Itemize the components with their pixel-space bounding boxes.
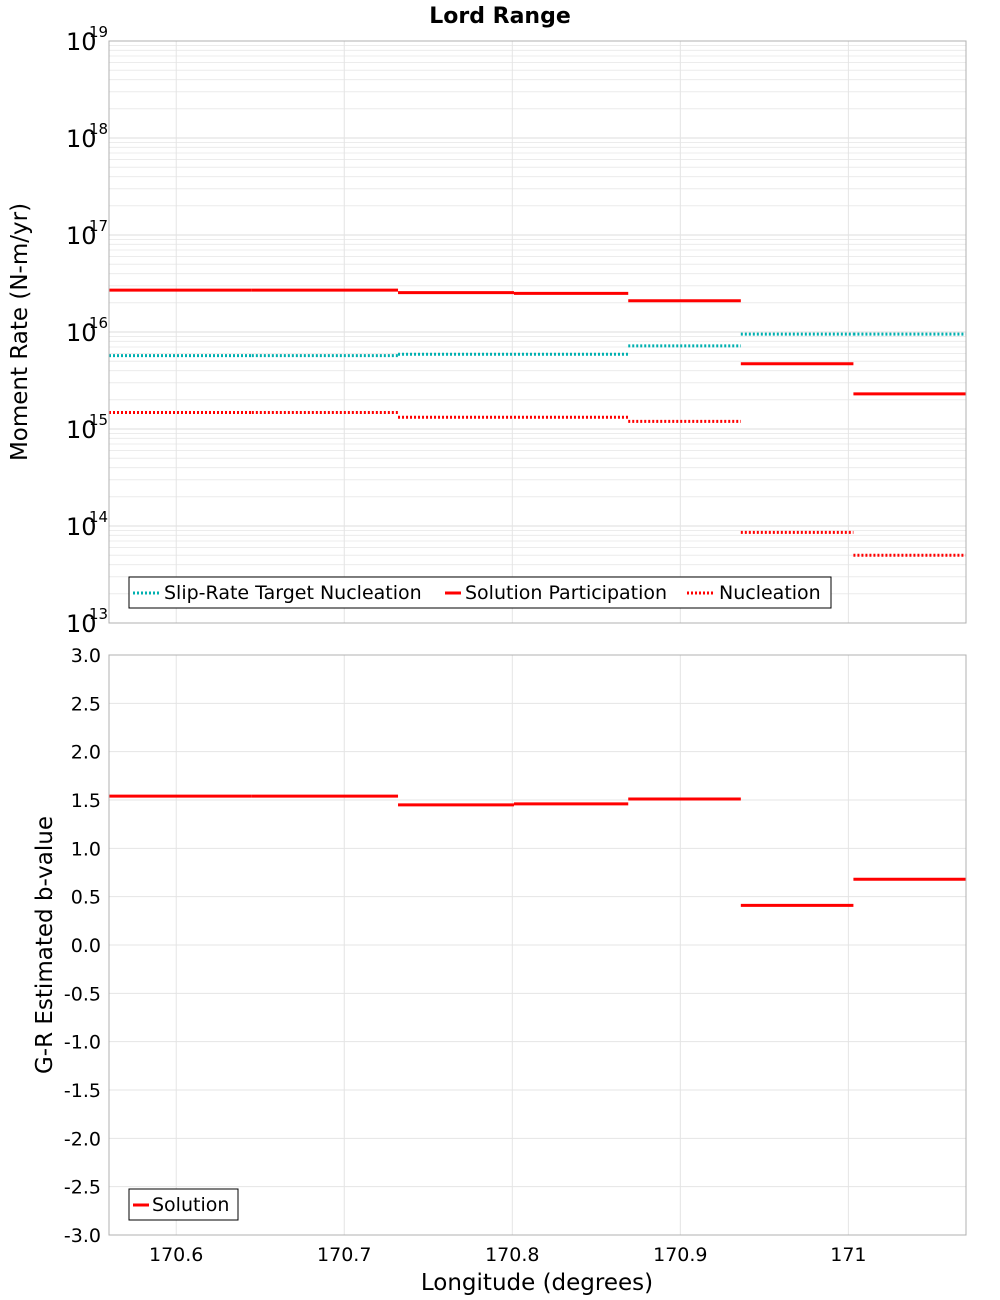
x-tick-label: 170.7 xyxy=(317,1244,371,1266)
bottom-y-tick-label: -1.0 xyxy=(64,1032,101,1054)
top-series-group xyxy=(109,288,966,557)
top-y-axis-label: Moment Rate (N-m/yr) xyxy=(7,203,33,461)
bottom-y-tick-labels: -3.0 -2.5 -2.0 -1.5 -1.0 -0.5 0.0 0.5 1.0 1.5 2.0 2… xyxy=(64,645,101,1247)
top-y-tick-base: 10 xyxy=(66,610,97,638)
top-y-tick-exponent: 13 xyxy=(89,605,108,623)
legend-label-solution-participation: Solution Participation xyxy=(465,582,667,604)
top-legend-box xyxy=(128,576,832,609)
top-y-tick-base: 10 xyxy=(66,416,97,444)
bottom-y-tick-label: 0.5 xyxy=(71,887,101,909)
x-axis-label: Longitude (degrees) xyxy=(421,1270,653,1296)
bottom-series-group xyxy=(109,794,966,907)
bottom-y-tick-label: 1.0 xyxy=(71,838,101,860)
top-plot-border xyxy=(108,40,967,624)
x-tick-label: 170.9 xyxy=(653,1244,707,1266)
top-y-tick-base: 10 xyxy=(66,513,97,541)
x-tick-label: 170.6 xyxy=(149,1244,203,1266)
x-tick-labels: 170.6 170.7 170.8 170.9 171 xyxy=(149,1244,866,1266)
bottom-y-tick-label: -2.0 xyxy=(64,1128,101,1150)
bottom-y-tick-label: 0.0 xyxy=(71,935,101,957)
x-tick-label: 171 xyxy=(830,1244,866,1266)
top-y-tick-exponent: 19 xyxy=(89,23,108,41)
chart-title: Lord Range xyxy=(429,4,571,29)
top-y-tick-base: 10 xyxy=(66,222,97,250)
top-y-tick-exponent: 17 xyxy=(89,217,108,235)
bottom-y-axis-label: G-R Estimated b-value xyxy=(32,816,58,1074)
top-y-tick-base: 10 xyxy=(66,28,97,56)
top-y-tick-base: 10 xyxy=(66,319,97,347)
bottom-y-tick-label: 2.5 xyxy=(71,693,101,715)
bottom-y-tick-label: -3.0 xyxy=(64,1225,101,1247)
bottom-y-tick-label: -2.5 xyxy=(64,1177,101,1199)
top-y-tick-exponent: 16 xyxy=(89,314,108,332)
bottom-y-tick-label: 2.0 xyxy=(71,742,101,764)
bottom-legend-box xyxy=(128,1188,239,1221)
bottom-panel: -3.0 -2.5 -2.0 -1.5 -1.0 -0.5 0.0 0.5 1.0 1.5 2.0 2… xyxy=(32,645,967,1296)
top-y-tick-exponent: 15 xyxy=(89,411,108,429)
top-legend: Slip-Rate Target Nucleation Solution Par… xyxy=(128,576,832,609)
legend-label-nucleation: Nucleation xyxy=(719,582,821,604)
top-y-tick-base: 10 xyxy=(66,125,97,153)
bottom-y-tick-label: 1.5 xyxy=(71,790,101,812)
top-y-tick-exponent: 14 xyxy=(89,508,108,526)
bottom-plot-border xyxy=(108,654,967,1236)
bottom-y-tick-label: -0.5 xyxy=(64,983,101,1005)
bottom-legend: Solution xyxy=(128,1188,239,1221)
legend-label-solution: Solution xyxy=(152,1194,229,1216)
bottom-y-tick-label: -1.5 xyxy=(64,1080,101,1102)
x-tick-label: 170.8 xyxy=(485,1244,539,1266)
top-y-tick-exponent: 18 xyxy=(89,120,108,138)
bottom-y-tick-label: 3.0 xyxy=(71,645,101,667)
legend-label-slip-rate-target: Slip-Rate Target Nucleation xyxy=(164,582,422,604)
